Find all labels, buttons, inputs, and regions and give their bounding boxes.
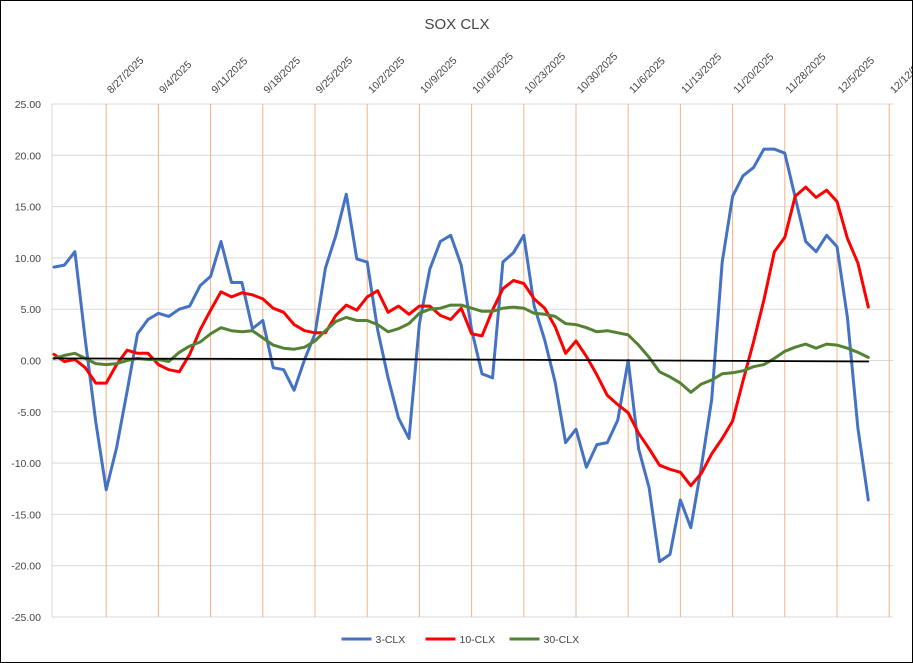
x-tick-label: 11/6/2025: [627, 55, 668, 96]
legend-label-10-clx: 10-CLX: [460, 634, 496, 646]
x-tick-label: 10/2/2025: [366, 54, 408, 96]
chart-title: SOX CLX: [424, 16, 489, 33]
y-tick-label: 5.00: [21, 304, 42, 316]
series-line-10-clx: [52, 185, 870, 488]
y-tick-label: 0.00: [21, 356, 42, 368]
series-line-30-clx: [52, 303, 870, 394]
x-tick-label: 9/25/2025: [314, 54, 356, 96]
x-tick-label: 11/20/2025: [731, 51, 776, 96]
y-tick-label: 15.00: [15, 202, 41, 214]
y-tick-label: 25.00: [15, 99, 41, 111]
x-tick-label: 9/18/2025: [261, 54, 303, 96]
x-tick-label: 11/28/2025: [783, 51, 828, 96]
x-tick-label: 11/13/2025: [679, 51, 724, 96]
y-tick-label: 10.00: [15, 253, 41, 265]
x-tick-label: 12/5/2025: [836, 54, 878, 96]
y-tick-label: -20.00: [11, 561, 41, 573]
x-tick-label: 10/16/2025: [470, 50, 516, 96]
series-line-zero-line: [53, 357, 870, 363]
series-line-3-clx: [52, 147, 870, 564]
legend-label-30-clx: 30-CLX: [544, 634, 580, 646]
x-tick-label: 10/30/2025: [575, 50, 621, 96]
x-tick-label: 9/11/2025: [209, 55, 250, 96]
y-tick-label: -25.00: [11, 612, 41, 624]
x-tick-label: 10/23/2025: [522, 50, 568, 96]
y-tick-label: -10.00: [11, 458, 41, 470]
y-tick-label: -15.00: [11, 509, 41, 521]
x-tick-label: 12/12/2025: [888, 50, 912, 96]
legend-label-3-clx: 3-CLX: [376, 634, 406, 646]
x-tick-label: 10/9/2025: [418, 54, 460, 96]
x-tick-label: 8/27/2025: [105, 54, 147, 96]
y-tick-label: -5.00: [17, 407, 41, 419]
y-tick-label: 20.00: [15, 150, 41, 162]
x-tick-label: 9/4/2025: [157, 59, 194, 96]
